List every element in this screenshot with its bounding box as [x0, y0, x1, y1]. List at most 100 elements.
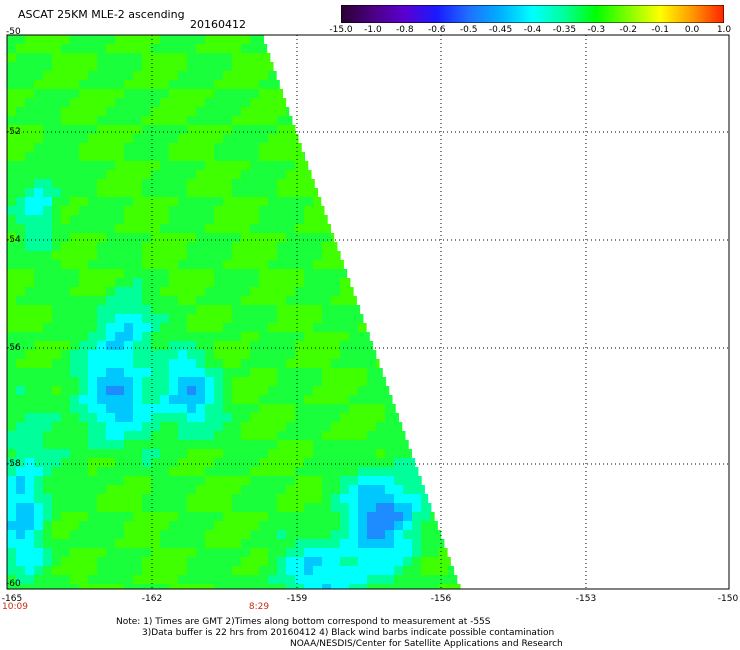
swath-cell: [151, 494, 161, 504]
swath-cell: [34, 107, 44, 117]
swath-cell: [214, 386, 224, 396]
swath-cell: [178, 332, 188, 342]
swath-cell: [7, 170, 17, 180]
colorbar: [341, 5, 724, 23]
swath-cell: [367, 485, 377, 495]
swath-cell: [322, 512, 332, 522]
swath-cell: [133, 305, 143, 315]
swath-cell: [133, 179, 143, 189]
swath-cell: [187, 359, 197, 369]
swath-cell: [349, 332, 359, 342]
swath-cell: [61, 53, 71, 63]
swath-cell: [79, 530, 89, 540]
swath-cell: [241, 440, 251, 450]
swath-cell: [7, 521, 17, 531]
swath-cell: [250, 206, 260, 216]
swath-cell: [25, 71, 35, 81]
swath-cell: [61, 377, 71, 387]
swath-cell: [412, 557, 422, 567]
swath-cell: [340, 323, 350, 333]
swath-cell: [340, 431, 350, 441]
swath-cell: [106, 224, 116, 234]
swath-cell: [7, 539, 17, 549]
swath-cell: [34, 413, 44, 423]
swath-cell: [151, 278, 161, 288]
swath-cell: [16, 341, 26, 351]
swath-cell: [124, 332, 134, 342]
swath-cell: [214, 134, 224, 144]
swath-cell: [169, 386, 179, 396]
swath-cell: [223, 512, 233, 522]
swath-cell: [268, 332, 278, 342]
swath-cell: [277, 278, 287, 288]
swath-cell: [295, 296, 305, 306]
swath-cell: [88, 548, 98, 558]
swath-cell: [205, 431, 215, 441]
swath-cell: [250, 62, 260, 72]
swath-cell: [52, 575, 62, 585]
swath-cell: [322, 575, 332, 585]
swath-cell: [25, 116, 35, 126]
swath-cell: [106, 359, 116, 369]
swath-cell: [97, 575, 107, 585]
swath-cell: [142, 413, 152, 423]
swath-cell: [34, 512, 44, 522]
swath-cell: [70, 278, 80, 288]
swath-cell: [160, 458, 170, 468]
swath-cell: [25, 161, 35, 171]
swath-cell: [322, 422, 332, 432]
swath-cell: [115, 278, 125, 288]
swath-cell: [106, 170, 116, 180]
swath-cell: [187, 521, 197, 531]
swath-cell: [340, 557, 350, 567]
swath-cell: [385, 566, 395, 576]
swath-cell: [340, 467, 350, 477]
swath-cell: [97, 314, 107, 324]
swath-cell: [124, 143, 134, 153]
swath-cell: [70, 413, 80, 423]
swath-cell: [349, 440, 359, 450]
swath-cell: [313, 305, 323, 315]
swath-cell: [241, 314, 251, 324]
swath-cell: [16, 44, 26, 54]
swath-cell: [16, 170, 26, 180]
swath-cell: [97, 215, 107, 225]
swath-cell: [115, 107, 125, 117]
swath-cell: [133, 332, 143, 342]
colorbar-tick-label: -0.6: [427, 25, 446, 35]
swath-cell: [43, 512, 53, 522]
swath-cell: [169, 530, 179, 540]
swath-cell: [61, 350, 71, 360]
swath-cell: [52, 521, 62, 531]
swath-cell: [295, 476, 305, 486]
swath-cell: [178, 116, 188, 126]
swath-cell: [106, 548, 116, 558]
swath-cell: [268, 467, 278, 477]
swath-cell: [7, 422, 17, 432]
swath-cell: [70, 143, 80, 153]
swath-cell: [331, 332, 341, 342]
swath-cell: [349, 296, 357, 306]
swath-cell: [70, 53, 80, 63]
swath-cell: [43, 449, 53, 459]
swath-cell: [367, 350, 377, 360]
swath-cell: [34, 566, 44, 576]
swath-cell: [7, 35, 17, 45]
swath-cell: [205, 188, 215, 198]
swath-cell: [250, 35, 260, 45]
swath-cell: [16, 206, 26, 216]
swath-cell: [241, 179, 251, 189]
swath-cell: [223, 494, 233, 504]
swath-cell: [133, 449, 143, 459]
swath-cell: [295, 467, 305, 477]
swath-cell: [52, 386, 62, 396]
swath-cell: [61, 107, 71, 117]
swath-cell: [241, 359, 251, 369]
swath-cell: [340, 395, 350, 405]
swath-cell: [97, 341, 107, 351]
swath-cell: [106, 98, 116, 108]
swath-cell: [142, 71, 152, 81]
swath-cell: [52, 233, 62, 243]
swath-cell: [79, 440, 89, 450]
swath-cell: [142, 35, 152, 45]
